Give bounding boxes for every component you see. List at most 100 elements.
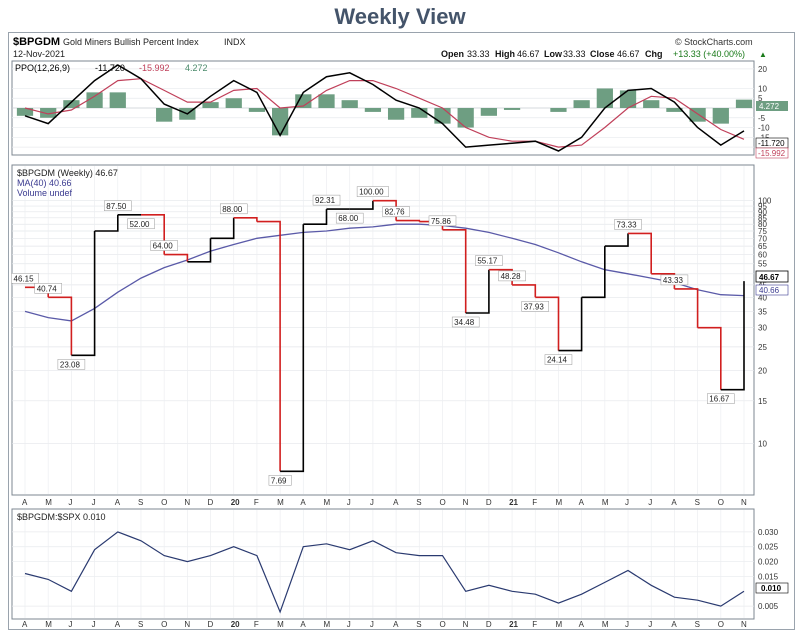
price-annotation-label: 55.17: [477, 257, 498, 266]
price-annotation-box: [11, 273, 39, 284]
x-axis-tick-label: O: [161, 620, 167, 629]
price-step-segment: [94, 214, 119, 232]
price-step-segment: [349, 200, 374, 210]
x-axis-tick-label: J: [92, 498, 96, 507]
price-step-segment: [303, 209, 328, 225]
last-price-box: [755, 270, 789, 283]
header-copyright: © StockCharts.com: [675, 37, 753, 47]
ratio-value-box: [755, 582, 789, 594]
x-axis-tick-label: A: [671, 498, 677, 507]
x-axis-tick-label: F: [532, 620, 537, 629]
price-axis: 100959085807570656055504540353025201510: [758, 197, 772, 449]
ppo-histogram-bar: [63, 100, 80, 108]
price-tick-label: 95: [758, 202, 767, 211]
x-axis-tick-label: J: [347, 498, 351, 507]
ohlc-readout: Open 33.33 High 46.67 Low 33.33 Close 46…: [441, 49, 767, 59]
x-axis-tick-label: 20: [231, 620, 240, 629]
price-annotation-box: [150, 240, 178, 251]
x-axis-tick-label: O: [439, 620, 445, 629]
x-axis-tick-label: S: [138, 620, 143, 629]
x-axis-tick-label: A: [22, 498, 28, 507]
price-annotation-box: [521, 301, 550, 312]
ppo-tick-label: 5: [758, 94, 763, 103]
price-annotation-box: [34, 283, 62, 294]
price-annotation-box: [707, 393, 735, 404]
header-date: 12-Nov-2021: [13, 49, 65, 59]
price-step-segment: [604, 233, 629, 247]
price-annotation-label: 68.00: [338, 214, 359, 223]
open-label: Open: [441, 49, 464, 59]
price-annotation-box: [312, 194, 341, 206]
ppo-legend: PPO(12,26,9) -11.720 -15.992 4.272: [15, 63, 208, 73]
ratio-tick-label: 0.030: [758, 528, 779, 537]
price-annotation-box: [660, 274, 689, 286]
ratio-legend: $BPGDM:$SPX 0.010: [17, 512, 106, 522]
price-step-segment: [512, 284, 537, 298]
ratio-grid: [12, 510, 754, 618]
x-axis-tick-label: N: [184, 498, 190, 507]
price-annotation-box: [57, 359, 86, 370]
x-axis-tick-label: 21: [509, 498, 518, 507]
price-annotation-label: 37.93: [524, 302, 545, 311]
ppo-histogram-bar: [411, 108, 428, 118]
price-step-segment: [674, 288, 699, 328]
last-price-value: 46.67: [759, 273, 780, 282]
price-step-line: [25, 199, 745, 473]
price-annotation-label: 34.48: [454, 318, 475, 327]
price-step-segment: [535, 296, 560, 351]
ppo-legend-label: PPO(12,26,9): [15, 63, 70, 73]
price-annotation-box: [104, 200, 132, 212]
ppo-tick-label: 10: [758, 84, 767, 93]
ppo-histogram-bar: [550, 108, 567, 112]
x-axis-tick-label: M: [277, 620, 284, 629]
price-annotation-label: 100.00: [359, 188, 384, 197]
x-axis-tick-label: N: [463, 498, 469, 507]
x-axis-tick-label: A: [579, 620, 585, 629]
x-axis-tick-label: M: [45, 498, 52, 507]
x-axis-tick-label: O: [439, 498, 445, 507]
ppo-histogram-bar: [318, 94, 335, 108]
ppo-right-labels: 4.272 -11.720 -15.992: [755, 101, 789, 159]
chart-frame: $BPGDM Gold Miners Bullish Percent Index…: [8, 32, 795, 630]
x-axis-tick-label: A: [115, 498, 121, 507]
price-annotation-box: [451, 316, 480, 328]
x-axis-tick-label: D: [208, 498, 214, 507]
volume-legend: Volume undef: [17, 188, 73, 198]
open-value: 33.33: [467, 49, 490, 59]
x-axis-tick-label: J: [648, 620, 652, 629]
header-symbol: $BPGDM: [13, 36, 60, 48]
price-tick-label: 55: [758, 260, 767, 269]
price-annotation-label: 75.86: [431, 217, 452, 226]
ppo-histogram-bar: [503, 108, 521, 110]
ppo-histogram-bar: [619, 90, 637, 108]
x-axis-tick-label: A: [579, 498, 585, 507]
x-axis-tick-label: O: [718, 620, 724, 629]
x-axis-bottom: A M J J A S O N D 20 F M A M J J A S O N D 21 F M A M J J A S O N: [22, 620, 747, 629]
x-axis-tick-label: M: [602, 498, 609, 507]
x-axis-tick-label: A: [393, 498, 399, 507]
ppo-histogram-bar: [341, 100, 358, 108]
x-axis-tick-label: M: [45, 620, 52, 629]
price-annotation-box: [356, 186, 389, 197]
ppo-histogram-bar: [712, 108, 729, 124]
x-axis-tick-label: 20: [231, 498, 240, 507]
price-tick-label: 60: [758, 251, 767, 260]
chg-label: Chg: [645, 49, 663, 59]
price-annotation-label: 43.33: [663, 276, 684, 285]
price-annotation-box: [219, 203, 248, 215]
price-annotation-label: 87.50: [106, 202, 127, 211]
header-exchange: INDX: [224, 37, 246, 47]
header-index-name: Gold Miners Bullish Percent Index: [63, 37, 199, 47]
ratio-panel-border: [11, 508, 755, 620]
x-axis-tick-label: M: [324, 620, 331, 629]
price-annotation-label: 7.69: [271, 476, 287, 485]
price-annotation-label: 16.67: [709, 395, 730, 404]
x-axis-tick-label: A: [671, 620, 677, 629]
price-tick-label: 30: [758, 324, 767, 333]
ppo-tick-label: -10: [758, 124, 770, 133]
price-tick-label: 90: [758, 208, 767, 217]
x-axis-tick-label: M: [324, 498, 331, 507]
price-annotation-label: 40.74: [37, 284, 58, 293]
